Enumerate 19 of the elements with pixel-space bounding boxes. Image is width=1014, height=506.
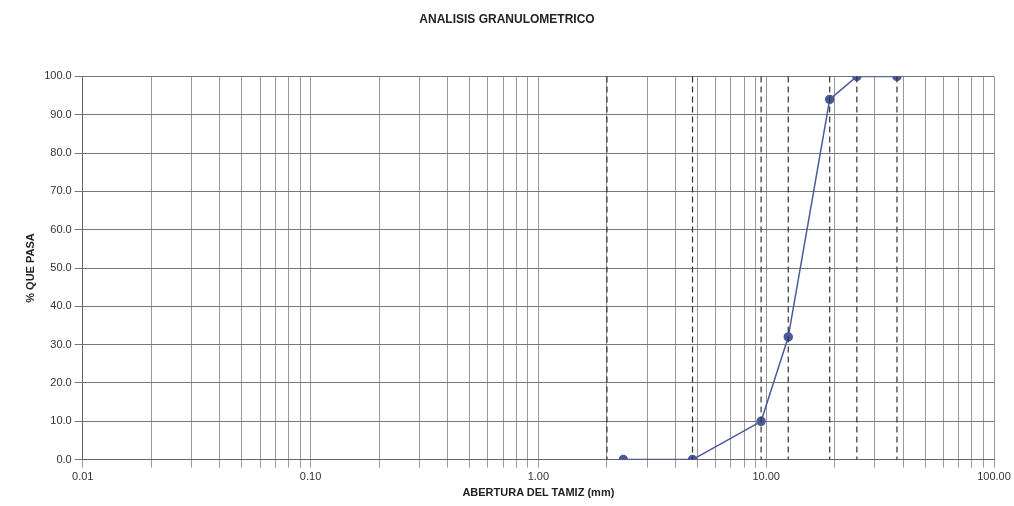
y-tick-label: 20.0: [50, 375, 72, 388]
y-tick-label: 10.0: [50, 414, 72, 427]
x-axis-title: ABERTURA DEL TAMIZ (mm): [462, 486, 615, 499]
x-tick-label: 100.00: [977, 470, 1011, 483]
y-tick-label: 0.0: [56, 452, 72, 465]
y-tick-label: 80.0: [50, 146, 72, 159]
x-tick-label: 1.00: [527, 470, 550, 483]
y-tick-label: 50.0: [50, 261, 72, 274]
y-tick-label: 40.0: [50, 299, 72, 312]
y-tick-label: 70.0: [50, 184, 72, 197]
y-axis-title: % QUE PASA: [23, 233, 36, 303]
y-tick-label: 100.0: [44, 69, 72, 82]
y-tick-label: 60.0: [50, 222, 72, 235]
x-tick-label: 0.01: [72, 470, 94, 483]
y-tick-label: 30.0: [50, 337, 72, 350]
y-tick-label: 90.0: [50, 107, 72, 120]
x-tick-label: 10.00: [752, 470, 780, 483]
chart-title: ANALISIS GRANULOMETRICO: [419, 11, 595, 26]
x-tick-label: 0.10: [299, 470, 322, 483]
